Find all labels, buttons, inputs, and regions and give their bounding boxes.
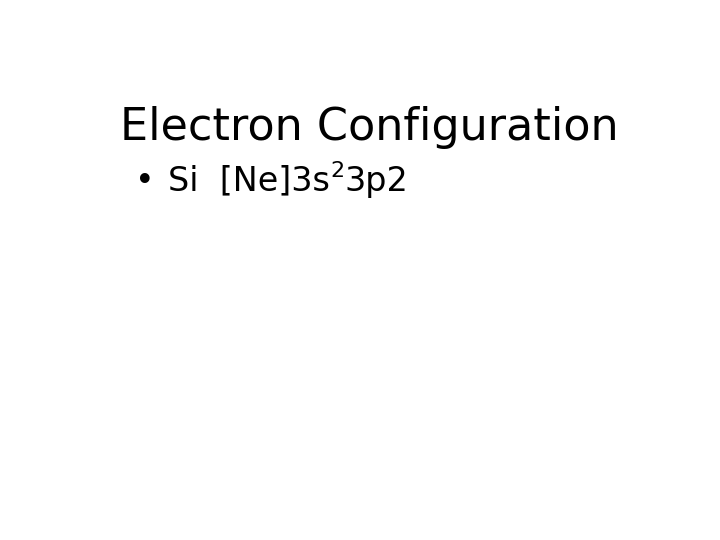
- Text: Si  [Ne]3s: Si [Ne]3s: [168, 165, 330, 198]
- Text: 3p2: 3p2: [344, 165, 408, 198]
- Text: 2: 2: [330, 161, 344, 181]
- Text: Electron Configuration: Electron Configuration: [120, 106, 618, 150]
- Text: •: •: [135, 165, 154, 198]
